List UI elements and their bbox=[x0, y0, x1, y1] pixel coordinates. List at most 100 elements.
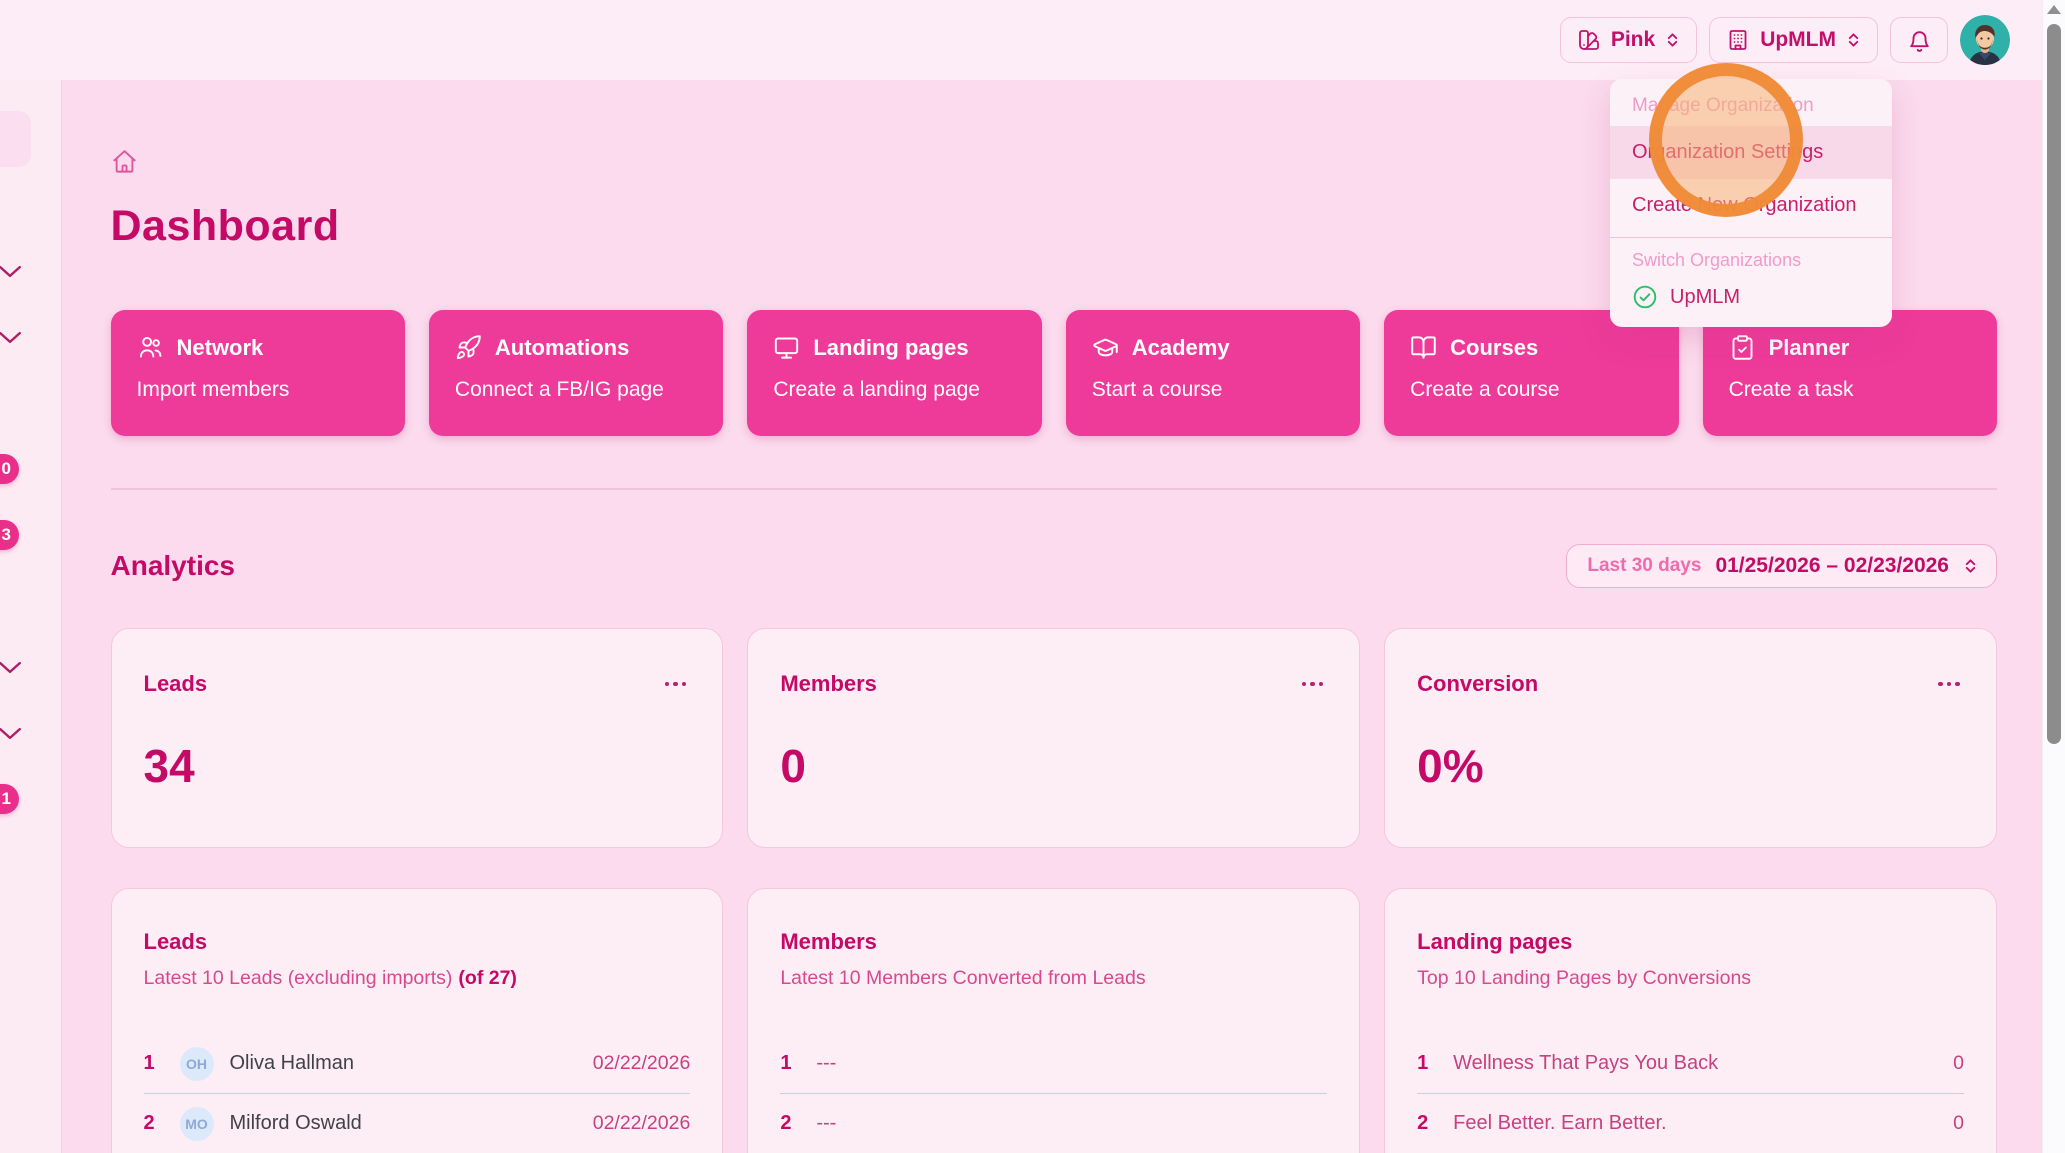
active-organization-name: UpMLM bbox=[1670, 285, 1741, 308]
clipboard-check-icon bbox=[1732, 335, 1753, 360]
lead-name: Milford Oswald bbox=[229, 1112, 362, 1134]
list-subtitle-text: Latest 10 Members Converted from Leads bbox=[780, 967, 1146, 989]
stat-card-conversion: Conversion 0% bbox=[1384, 628, 1997, 848]
lead-row[interactable]: 1 OH Oliva Hallman 02/22/2026 bbox=[143, 1034, 691, 1094]
quick-action-subtitle: Create a landing page bbox=[773, 378, 980, 401]
quick-action-subtitle: Import members bbox=[136, 378, 290, 401]
topbar-right-cluster: Pink UpMLM bbox=[1559, 0, 2010, 80]
scroll-up-arrow-icon[interactable] bbox=[2047, 5, 2061, 14]
row-rank: 2 bbox=[143, 1112, 155, 1134]
member-placeholder: --- bbox=[816, 1052, 837, 1074]
chevron-down-icon[interactable] bbox=[0, 265, 23, 278]
row-rank: 1 bbox=[780, 1052, 792, 1074]
lead-row[interactable]: 2 MO Milford Oswald 02/22/2026 bbox=[143, 1094, 691, 1153]
organization-selector-button[interactable]: UpMLM bbox=[1709, 17, 1878, 63]
list-title: Leads bbox=[143, 929, 208, 954]
chevron-down-icon[interactable] bbox=[0, 727, 23, 740]
vertical-scrollbar[interactable] bbox=[2042, 0, 2065, 1153]
stat-title: Leads bbox=[143, 671, 208, 696]
quick-action-landing-pages[interactable]: Landing pages Create a landing page bbox=[747, 310, 1042, 436]
home-icon[interactable] bbox=[111, 148, 138, 175]
book-open-icon bbox=[1411, 336, 1436, 359]
chevron-up-down-icon bbox=[1965, 559, 1976, 573]
topbar: Pink UpMLM bbox=[0, 0, 2043, 80]
user-avatar[interactable] bbox=[1960, 15, 2010, 65]
quick-action-subtitle: Start a course bbox=[1091, 378, 1223, 401]
page-title: Dashboard bbox=[110, 202, 340, 250]
quick-action-planner[interactable]: Planner Create a task bbox=[1702, 310, 1997, 436]
lead-name: Oliva Hallman bbox=[229, 1052, 354, 1074]
stat-title: Conversion bbox=[1417, 671, 1539, 696]
check-circle-icon bbox=[1633, 285, 1657, 309]
list-subtitle-count: (of 27) bbox=[458, 967, 517, 989]
stat-card-leads: Leads 34 bbox=[110, 628, 724, 848]
list-subtitle-text: Top 10 Landing Pages by Conversions bbox=[1417, 967, 1752, 989]
row-rank: 2 bbox=[780, 1112, 792, 1134]
menu-item-active-organization[interactable]: UpMLM bbox=[1610, 275, 1892, 327]
stat-value: 0% bbox=[1417, 740, 1484, 792]
swatch-book-icon bbox=[1578, 30, 1599, 50]
list-subtitle: Latest 10 Leads (excluding imports) (of 2… bbox=[144, 967, 691, 990]
chevron-down-icon[interactable] bbox=[0, 661, 23, 674]
chevron-down-icon[interactable] bbox=[0, 331, 23, 344]
ellipsis-menu-icon[interactable] bbox=[1934, 678, 1964, 691]
quick-action-network[interactable]: Network Import members bbox=[110, 310, 405, 436]
quick-action-title: Automations bbox=[494, 334, 630, 360]
chevron-up-down-icon bbox=[1668, 33, 1678, 47]
landing-page-name[interactable]: Feel Better. Earn Better. bbox=[1453, 1112, 1667, 1134]
notifications-button[interactable] bbox=[1890, 17, 1948, 63]
quick-action-subtitle: Create a task bbox=[1728, 378, 1854, 401]
member-row: 1 --- bbox=[780, 1034, 1328, 1094]
quick-action-subtitle: Create a course bbox=[1410, 378, 1560, 401]
main-content: Dashboard Network Import members bbox=[62, 80, 2043, 1153]
sidebar-active-item[interactable] bbox=[0, 111, 31, 167]
graduation-cap-icon bbox=[1093, 338, 1118, 357]
network-users-icon bbox=[139, 336, 161, 358]
sidebar-count-badge: 3 bbox=[0, 520, 19, 550]
date-range-value: 01/25/2026 – 02/23/2026 bbox=[1715, 554, 1949, 577]
avatar-initials: OH bbox=[179, 1046, 214, 1081]
list-card-landing-pages: Landing pages Top 10 Landing Pages by Co… bbox=[1384, 888, 1997, 1153]
sidebar-count-badge: 0 bbox=[0, 454, 19, 484]
quick-action-title: Planner bbox=[1768, 334, 1850, 360]
lead-date: 02/22/2026 bbox=[592, 1112, 691, 1134]
analytics-heading: Analytics bbox=[110, 550, 236, 581]
theme-selector-button[interactable]: Pink bbox=[1559, 17, 1698, 63]
stat-value: 0 bbox=[780, 740, 806, 792]
landing-page-name[interactable]: Wellness That Pays You Back bbox=[1453, 1052, 1719, 1074]
quick-action-title: Courses bbox=[1450, 334, 1539, 360]
sidebar: 0 3 1 bbox=[0, 80, 62, 1153]
quick-actions: Network Import members Automations Conne… bbox=[110, 310, 1998, 436]
sidebar-count-badge: 1 bbox=[0, 784, 19, 814]
list-card-leads: Leads Latest 10 Leads (excluding imports… bbox=[110, 888, 724, 1153]
menu-divider bbox=[1610, 237, 1892, 238]
ellipsis-menu-icon[interactable] bbox=[661, 678, 691, 691]
ellipsis-menu-icon[interactable] bbox=[1298, 678, 1328, 691]
list-cards: Leads Latest 10 Leads (excluding imports… bbox=[110, 888, 1998, 1153]
quick-action-title: Academy bbox=[1131, 334, 1230, 360]
quick-action-subtitle: Connect a FB/IG page bbox=[454, 378, 664, 401]
chevron-up-down-icon bbox=[1848, 33, 1859, 47]
date-range-selector[interactable]: Last 30 days 01/25/2026 – 02/23/2026 bbox=[1566, 544, 1997, 588]
monitor-icon bbox=[775, 337, 799, 359]
landing-page-row[interactable]: 2 Feel Better. Earn Better. 0 bbox=[1417, 1094, 1964, 1153]
building-icon bbox=[1729, 30, 1747, 50]
row-rank: 2 bbox=[1417, 1112, 1429, 1134]
list-subtitle-text: Latest 10 Leads (excluding imports) bbox=[143, 967, 453, 989]
scrollbar-thumb[interactable] bbox=[2047, 24, 2061, 744]
quick-action-automations[interactable]: Automations Connect a FB/IG page bbox=[428, 310, 724, 436]
stat-title: Members bbox=[780, 671, 877, 696]
menu-section-label: Switch Organizations bbox=[1632, 250, 1802, 270]
list-title: Landing pages bbox=[1417, 929, 1573, 954]
quick-action-academy[interactable]: Academy Start a course bbox=[1065, 310, 1361, 436]
stat-cards: Leads 34 Members 0 Conversion 0% bbox=[110, 628, 1998, 848]
quick-action-courses[interactable]: Courses Create a course bbox=[1384, 310, 1679, 436]
landing-page-row[interactable]: 1 Wellness That Pays You Back 0 bbox=[1417, 1034, 1964, 1094]
conversion-count: 0 bbox=[1953, 1052, 1964, 1074]
list-subtitle: Latest 10 Members Converted from Leads bbox=[780, 967, 1327, 990]
bell-icon bbox=[1909, 30, 1929, 52]
stat-value: 34 bbox=[143, 740, 195, 792]
list-title: Members bbox=[780, 929, 877, 954]
avatar-image bbox=[1960, 15, 2010, 65]
lead-date: 02/22/2026 bbox=[592, 1052, 691, 1074]
